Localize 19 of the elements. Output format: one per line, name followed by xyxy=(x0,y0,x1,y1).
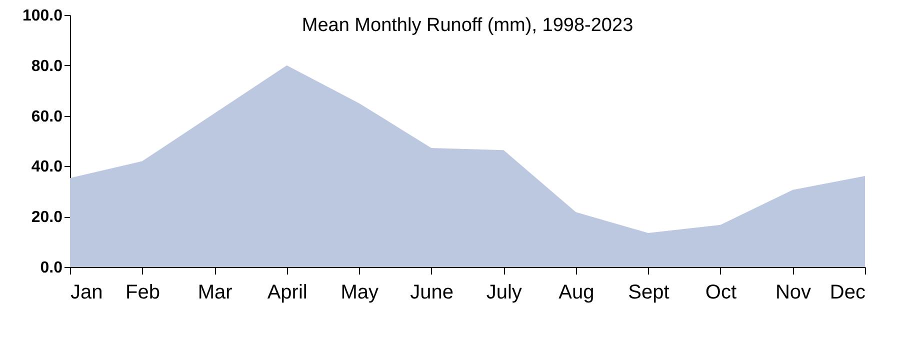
y-tick-label: 60.0 xyxy=(31,108,63,126)
x-tick-label: Sept xyxy=(628,282,670,304)
y-tick-label: 100.0 xyxy=(22,8,63,24)
x-tick-label: Dec xyxy=(830,282,866,304)
x-tick-label: Mar xyxy=(198,282,233,304)
x-tick-label: Jan xyxy=(70,282,103,304)
x-tick-label: Oct xyxy=(705,282,737,304)
x-tick-label: Feb xyxy=(126,282,160,304)
chart-title: Mean Monthly Runoff (mm), 1998-2023 xyxy=(302,15,634,36)
x-tick-label: June xyxy=(410,282,454,304)
x-tick-label: July xyxy=(486,282,522,304)
x-tick-label: Aug xyxy=(558,282,594,304)
y-tick-label: 80.0 xyxy=(31,58,63,75)
y-tick-label: 0.0 xyxy=(40,260,63,276)
x-tick-label: May xyxy=(340,282,378,304)
x-tick-label: Nov xyxy=(775,282,812,304)
x-tick-label: April xyxy=(267,282,308,304)
y-tick-label: 20.0 xyxy=(31,209,63,226)
y-tick-label: 40.0 xyxy=(31,158,63,176)
